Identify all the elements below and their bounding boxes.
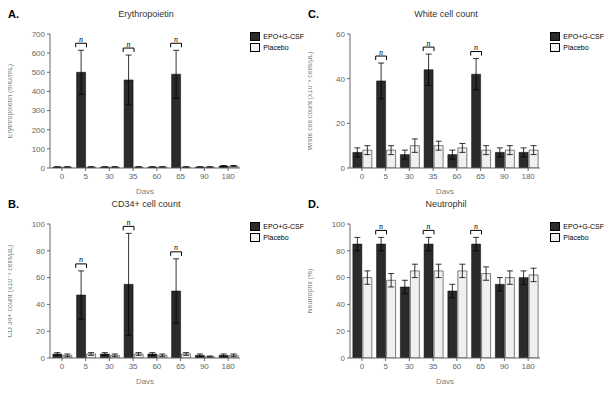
- html-text:A.: A.: [8, 8, 19, 20]
- svg-text:CD 34+ count (x10⁻² cells/µL): CD 34+ count (x10⁻² cells/µL): [8, 245, 14, 338]
- svg-text:400: 400: [32, 87, 46, 96]
- svg-text:65: 65: [176, 172, 185, 181]
- svg-text:n: n: [127, 40, 131, 49]
- svg-text:Days: Days: [136, 377, 154, 384]
- svg-text:30: 30: [405, 172, 414, 181]
- svg-text:180: 180: [221, 362, 235, 371]
- svg-text:Neutrophil (%): Neutrophil (%): [308, 269, 314, 314]
- svg-text:60: 60: [452, 172, 461, 181]
- svg-text:60: 60: [336, 30, 345, 39]
- html-text:D.: D.: [308, 198, 319, 210]
- svg-text:Days: Days: [436, 377, 454, 384]
- html-text:EPO+G-CSF: EPO+G-CSF: [563, 33, 604, 40]
- svg-text:0: 0: [60, 172, 65, 181]
- svg-text:300: 300: [32, 106, 46, 115]
- svg-text:n: n: [79, 255, 83, 264]
- svg-text:90: 90: [500, 362, 509, 371]
- svg-text:0: 0: [360, 172, 365, 181]
- html-text:Placebo: Placebo: [263, 234, 289, 241]
- svg-text:35: 35: [129, 362, 138, 371]
- svg-text:30: 30: [405, 362, 414, 371]
- svg-text:80: 80: [36, 247, 45, 256]
- svg-text:n: n: [427, 222, 431, 231]
- svg-text:60: 60: [36, 273, 45, 282]
- svg-text:5: 5: [383, 362, 388, 371]
- svg-text:40: 40: [336, 300, 345, 309]
- svg-text:60: 60: [452, 362, 461, 371]
- html-text:EPO+G-CSF: EPO+G-CSF: [263, 223, 304, 230]
- svg-text:600: 600: [32, 49, 46, 58]
- html-text:Erythropoietin: Erythropoietin: [118, 9, 174, 19]
- svg-text:200: 200: [32, 126, 46, 135]
- svg-text:90: 90: [200, 172, 209, 181]
- html-text:CD34+ cell count: CD34+ cell count: [111, 199, 181, 209]
- html-text:Neutrophil: Neutrophil: [425, 199, 467, 209]
- svg-text:20: 20: [336, 119, 345, 128]
- svg-text:n: n: [379, 48, 383, 57]
- svg-text:5: 5: [383, 172, 388, 181]
- svg-text:20: 20: [336, 327, 345, 336]
- html-text:EPO+G-CSF: EPO+G-CSF: [563, 223, 604, 230]
- svg-text:500: 500: [32, 68, 46, 77]
- svg-text:40: 40: [336, 75, 345, 84]
- svg-text:5: 5: [83, 362, 88, 371]
- svg-text:90: 90: [200, 362, 209, 371]
- svg-text:35: 35: [429, 172, 438, 181]
- html-text:B.: B.: [8, 198, 19, 210]
- svg-text:90: 90: [500, 172, 509, 181]
- html-text:EPO+G-CSF: EPO+G-CSF: [263, 33, 304, 40]
- html-text:C.: C.: [308, 8, 319, 20]
- svg-text:0: 0: [360, 362, 365, 371]
- svg-text:60: 60: [336, 273, 345, 282]
- svg-text:100: 100: [32, 145, 46, 154]
- svg-text:20: 20: [36, 327, 45, 336]
- svg-text:35: 35: [129, 172, 138, 181]
- svg-text:0: 0: [60, 362, 65, 371]
- svg-text:65: 65: [476, 362, 485, 371]
- svg-text:White cell count (x10⁻³ cells/: White cell count (x10⁻³ cells/µL): [308, 51, 314, 150]
- svg-text:30: 30: [105, 172, 114, 181]
- svg-text:180: 180: [521, 172, 535, 181]
- html-text:Placebo: Placebo: [563, 44, 589, 51]
- svg-text:65: 65: [476, 172, 485, 181]
- svg-text:0: 0: [41, 164, 46, 173]
- svg-text:40: 40: [36, 300, 45, 309]
- svg-text:35: 35: [429, 362, 438, 371]
- svg-text:0: 0: [41, 354, 46, 363]
- svg-text:100: 100: [32, 220, 46, 229]
- svg-text:80: 80: [336, 247, 345, 256]
- svg-text:180: 180: [521, 362, 535, 371]
- svg-text:n: n: [79, 35, 83, 44]
- svg-text:700: 700: [32, 30, 46, 39]
- html-text:Placebo: Placebo: [263, 44, 289, 51]
- svg-text:Days: Days: [136, 187, 154, 194]
- svg-text:Days: Days: [436, 187, 454, 194]
- svg-text:Erythropoietin (mIU/mL): Erythropoietin (mIU/mL): [8, 64, 14, 138]
- svg-text:60: 60: [152, 172, 161, 181]
- svg-text:n: n: [427, 39, 431, 48]
- svg-text:60: 60: [152, 362, 161, 371]
- svg-text:n: n: [474, 222, 478, 231]
- svg-text:100: 100: [332, 220, 346, 229]
- svg-text:0: 0: [341, 354, 346, 363]
- svg-text:180: 180: [221, 172, 235, 181]
- svg-text:0: 0: [341, 164, 346, 173]
- svg-text:n: n: [474, 43, 478, 52]
- svg-text:65: 65: [176, 362, 185, 371]
- html-text:Placebo: Placebo: [563, 234, 589, 241]
- svg-text:n: n: [127, 218, 131, 227]
- html-text:White cell count: White cell count: [414, 9, 478, 19]
- svg-text:n: n: [174, 243, 178, 252]
- svg-text:5: 5: [83, 172, 88, 181]
- svg-text:n: n: [379, 222, 383, 231]
- svg-text:n: n: [174, 35, 178, 44]
- svg-text:30: 30: [105, 362, 114, 371]
